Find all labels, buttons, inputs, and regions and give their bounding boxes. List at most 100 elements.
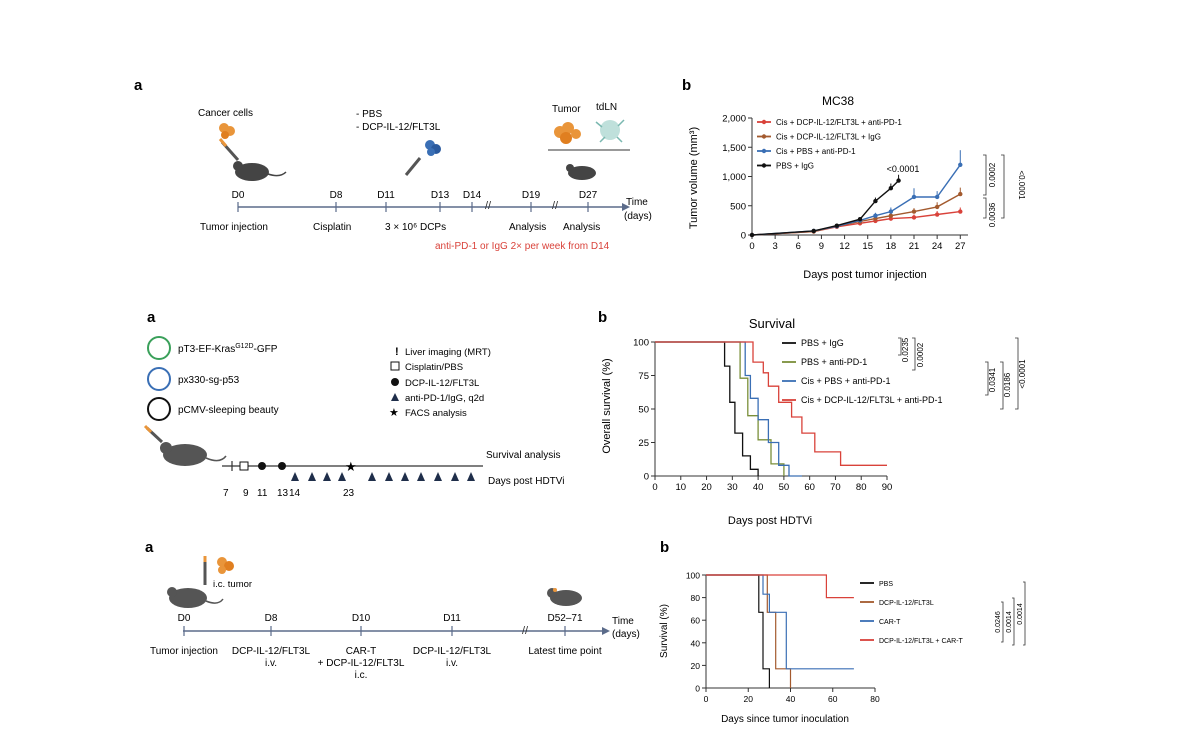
event-latest-time-point: Latest time point bbox=[528, 646, 602, 657]
data-point bbox=[888, 209, 894, 214]
legend-antipd1: anti-PD-1/IgG, q2d bbox=[405, 393, 484, 404]
y-tick-label: 40 bbox=[691, 638, 701, 648]
chart-title: MC38 bbox=[822, 94, 854, 108]
star-icon: ★ bbox=[389, 407, 399, 419]
triangle-icon bbox=[467, 472, 475, 481]
plasmid-circle-icon bbox=[147, 367, 171, 391]
tumor-cells-icon bbox=[217, 557, 234, 574]
time-axis-unit: (days) bbox=[612, 629, 640, 640]
data-point bbox=[888, 213, 894, 218]
panel-letter: a bbox=[134, 77, 143, 94]
event-analysis-d27: Analysis bbox=[563, 222, 600, 233]
dcp-particles-icon bbox=[425, 140, 441, 156]
x-tick-label: 90 bbox=[882, 482, 893, 493]
legend-label: DCP-IL-12/FLT3L + CAR-T bbox=[879, 638, 964, 645]
series-line bbox=[655, 341, 802, 477]
y-tick-label: 2,000 bbox=[722, 114, 746, 125]
dot-icon bbox=[391, 378, 399, 386]
triangle-icon bbox=[291, 472, 299, 481]
triangle-icon bbox=[385, 472, 393, 481]
dot-icon bbox=[278, 462, 286, 470]
plasmid-kras: pT3-EF-KrasG12D-GFP bbox=[178, 343, 278, 355]
tumor-icon bbox=[554, 122, 581, 144]
panel-letter: b bbox=[598, 309, 607, 326]
x-tick-label: 60 bbox=[828, 694, 838, 704]
panel1-a: a Cancer cells - PBS - DCP-IL-12/FLT3L T… bbox=[134, 77, 652, 252]
y-tick-label: 1,000 bbox=[722, 172, 746, 183]
triangle-icon bbox=[308, 472, 316, 481]
day-tick: 9 bbox=[243, 488, 249, 499]
cancer-cells-icon bbox=[219, 123, 235, 139]
y-tick-label: 100 bbox=[633, 338, 649, 349]
timeline-tick-label: D11 bbox=[377, 190, 395, 201]
x-tick-label: 30 bbox=[727, 482, 738, 493]
mouse-icon bbox=[167, 587, 224, 608]
data-point bbox=[873, 213, 878, 218]
star-icon: ★ bbox=[345, 459, 357, 474]
tdln-label: tdLN bbox=[596, 102, 617, 113]
legend-imaging: Liver imaging (MRT) bbox=[405, 347, 491, 358]
x-tick-label: 6 bbox=[796, 241, 801, 252]
x-axis-label: Days post tumor injection bbox=[803, 269, 927, 281]
day-tick: 13 bbox=[277, 488, 289, 499]
syringe-icon bbox=[404, 157, 422, 176]
timeline-tick-label: D52–71 bbox=[547, 613, 582, 624]
x-tick-label: 0 bbox=[652, 482, 657, 493]
data-point bbox=[834, 223, 840, 228]
pvalue: 0.0002 bbox=[988, 162, 997, 187]
mouse-icon bbox=[566, 164, 596, 180]
legend-label: Cis + DCP-IL-12/FLT3L + anti-PD-1 bbox=[801, 395, 943, 405]
series-line bbox=[655, 341, 759, 476]
triangle-icon bbox=[323, 472, 331, 481]
event-cisplatin: Cisplatin bbox=[313, 222, 351, 233]
legend-label: Cis + PBS + anti-PD-1 bbox=[776, 147, 856, 156]
dosing-note: anti-PD-1 or IgG 2× per week from D14 bbox=[435, 241, 610, 252]
legend-marker bbox=[761, 119, 767, 125]
x-tick-label: 21 bbox=[909, 241, 920, 252]
timeline-tick-label: D19 bbox=[522, 190, 541, 201]
x-tick-label: 15 bbox=[862, 241, 873, 252]
x-tick-label: 24 bbox=[932, 241, 943, 252]
day-tick: 23 bbox=[343, 488, 355, 499]
data-point bbox=[911, 194, 917, 200]
event-dcp-iv: DCP-IL-12/FLT3L bbox=[232, 646, 311, 657]
legend-marker bbox=[761, 148, 767, 154]
x-tick-label: 12 bbox=[839, 241, 850, 252]
triangle-icon bbox=[338, 472, 346, 481]
syringe-icon bbox=[143, 424, 164, 444]
legend-label: PBS + anti-PD-1 bbox=[801, 357, 867, 367]
panel3-a: a i.c. tumor D0 D8 D10 D11 D52–71 // Time (d… bbox=[145, 539, 640, 681]
panel-letter: a bbox=[145, 539, 154, 556]
time-axis-unit: (days) bbox=[624, 211, 652, 222]
y-tick-label: 80 bbox=[691, 593, 701, 603]
data-point bbox=[958, 162, 963, 167]
square-icon bbox=[390, 361, 400, 371]
series-line bbox=[751, 210, 961, 236]
timeline-tick-label: D8 bbox=[265, 613, 278, 624]
legend-label: PBS + IgG bbox=[801, 338, 844, 348]
plasmid-sb: pCMV-sleeping beauty bbox=[178, 405, 279, 416]
triangle-icon bbox=[391, 393, 399, 401]
day-tick: 11 bbox=[257, 488, 268, 499]
series-line bbox=[655, 341, 887, 466]
tumor-label: Tumor bbox=[552, 104, 581, 115]
y-tick-label: 500 bbox=[730, 201, 746, 212]
data-point bbox=[873, 198, 878, 204]
event-tumor-injection: Tumor injection bbox=[150, 646, 218, 657]
legend-label: PBS + IgG bbox=[776, 162, 814, 171]
cancer-cells-label: Cancer cells bbox=[198, 108, 253, 119]
x-tick-label: 40 bbox=[753, 482, 764, 493]
x-tick-label: 0 bbox=[749, 241, 754, 252]
legend-label: PBS bbox=[879, 581, 893, 588]
square-icon bbox=[239, 461, 249, 471]
pvalue: 0.0036 bbox=[988, 202, 997, 227]
day-tick: 14 bbox=[289, 488, 301, 499]
data-point bbox=[934, 204, 940, 210]
y-tick-label: 0 bbox=[695, 684, 700, 694]
data-point bbox=[911, 209, 917, 214]
data-point bbox=[896, 178, 901, 183]
x-tick-label: 18 bbox=[886, 241, 897, 252]
pvalue: 0.0235 bbox=[901, 337, 910, 362]
pvalue: 0.0186 bbox=[1003, 372, 1012, 397]
mouse-icon bbox=[547, 588, 582, 606]
